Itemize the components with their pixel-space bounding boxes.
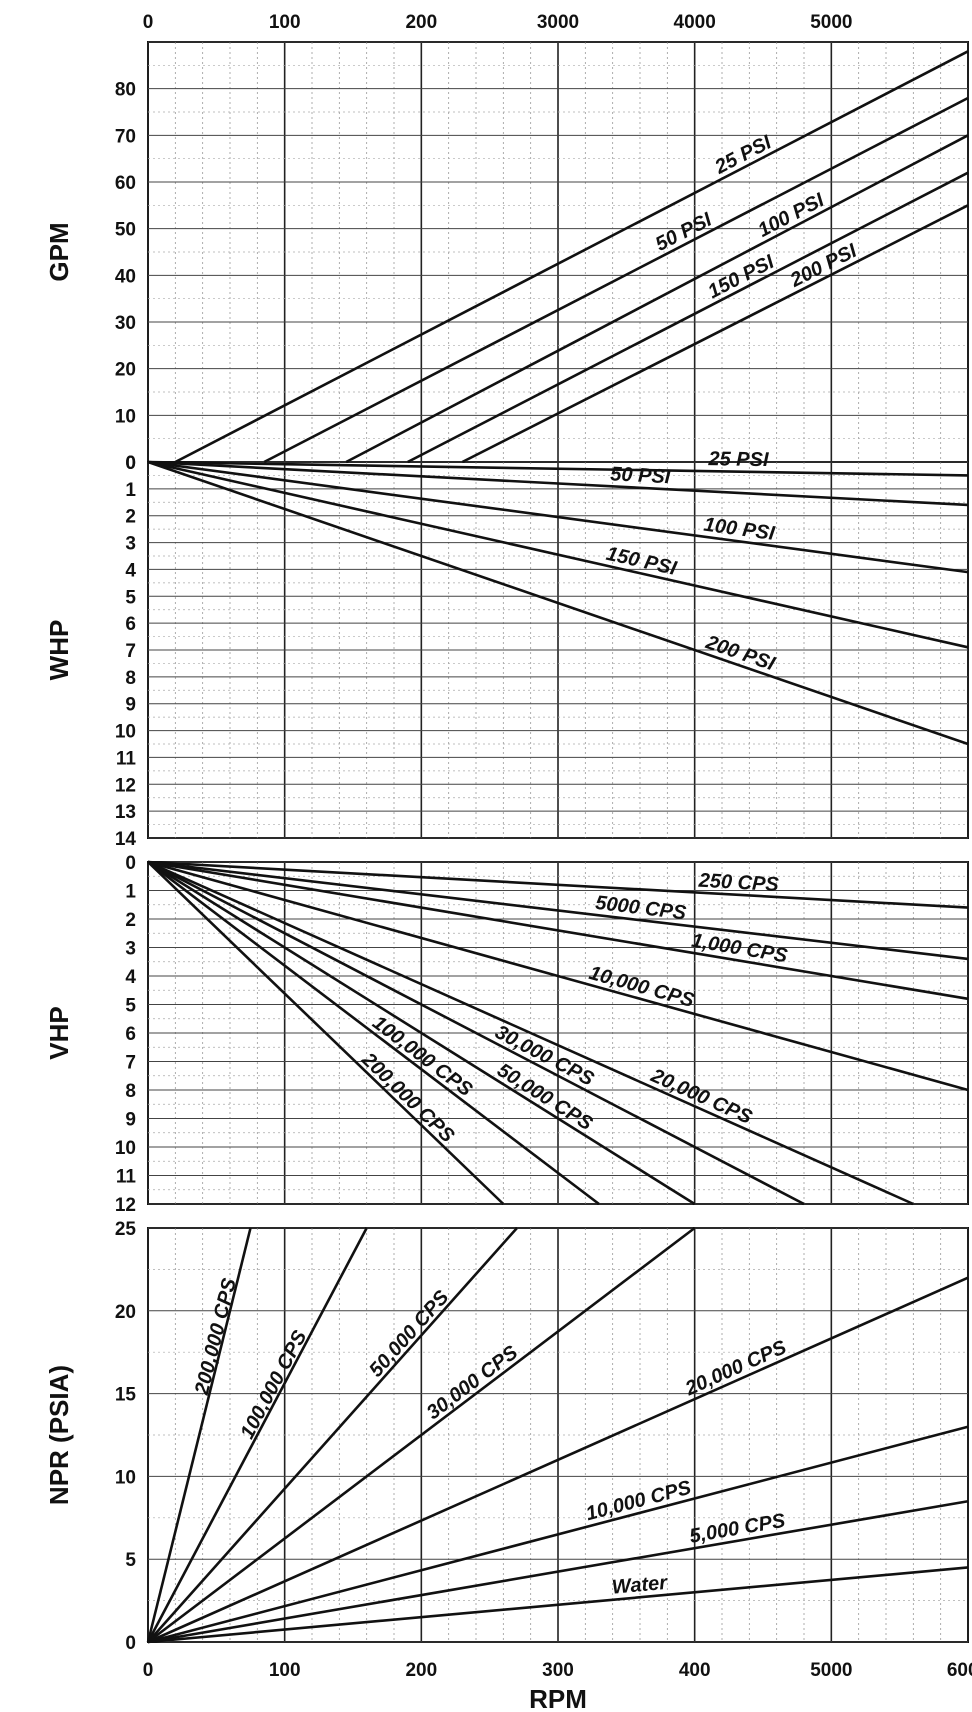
ytick-label-npr: 15 [115,1385,137,1406]
ytick-label-whp: 11 [116,748,137,769]
ytick-label-npr: 20 [115,1302,136,1323]
ytick-label-gpm: 0 [125,453,136,474]
ytick-label-vhp: 8 [125,1081,136,1102]
ytick-label-vhp: 6 [125,1024,136,1045]
ylabel-gpm: GPM [44,222,74,281]
curves-layer [146,50,969,1644]
series-line-npr-4 [147,1276,969,1644]
ytick-label-whp: 6 [125,614,136,635]
grid-layer [147,41,969,1643]
series-line-vhp-5 [147,860,805,1206]
series-line-whp-1 [147,460,969,507]
ytick-label-gpm: 10 [115,406,136,427]
ytick-label-vhp: 2 [125,910,136,931]
ytick-label-gpm: 80 [115,80,136,101]
ytick-label-whp: 14 [115,829,137,850]
series-line-whp-3 [147,460,969,649]
series-line-gpm-4 [461,204,969,464]
ytick-label-whp: 10 [115,722,136,743]
series-line-gpm-0 [174,50,969,464]
ytick-label-whp: 0 [125,453,136,474]
xtick-bottom-label: 0 [143,1660,154,1681]
ytick-label-whp: 12 [115,775,136,796]
ytick-label-npr: 25 [115,1219,137,1240]
ytick-label-gpm: 30 [115,313,136,334]
ytick-label-npr: 0 [125,1633,136,1654]
series-line-gpm-1 [263,96,969,464]
ytick-label-whp: 3 [125,534,136,555]
series-line-vhp-7 [147,860,600,1206]
series-line-vhp-6 [147,860,696,1206]
ytick-label-whp: 4 [125,560,136,581]
xtick-bottom-label: 200 [405,1660,437,1681]
series-line-vhp-4 [147,860,914,1206]
series-line-gpm-2 [345,134,969,464]
ytick-label-whp: 9 [125,695,136,716]
ytick-label-whp: 2 [125,507,136,528]
ytick-label-gpm: 50 [115,220,136,241]
ytick-label-npr: 10 [115,1467,136,1488]
xtick-bottom-label: 300 [542,1660,574,1681]
ytick-label-whp: 8 [125,668,136,689]
series-line-npr-7 [147,1566,969,1644]
series-label-npr-7: Water [611,1572,669,1599]
ytick-label-vhp: 3 [125,939,136,960]
xtick-bottom-label: 400 [679,1660,711,1681]
ytick-label-vhp: 1 [125,882,136,903]
ytick-label-vhp: 7 [125,1053,136,1074]
xtick-top-label: 0 [143,12,154,33]
series-label-vhp-0: 250 CPS [697,870,780,896]
series-line-npr-1 [146,1227,368,1643]
ytick-label-vhp: 5 [125,996,136,1017]
ytick-label-whp: 13 [115,802,136,823]
series-line-vhp-0 [147,860,969,909]
series-line-vhp-3 [147,860,969,1092]
series-line-npr-5 [147,1425,969,1644]
ytick-label-vhp: 11 [116,1167,137,1188]
ytick-label-vhp: 10 [115,1138,136,1159]
ytick-label-vhp: 4 [125,967,136,988]
series-line-vhp-1 [147,860,969,961]
ytick-label-whp: 7 [125,641,136,662]
series-line-npr-6 [147,1499,969,1644]
ylabel-npr: NPR (PSIA) [44,1365,74,1505]
ytick-label-vhp: 9 [125,1110,136,1131]
xtick-top-label: 4000 [674,12,716,33]
xtick-bottom-label: 5000 [810,1660,852,1681]
ytick-label-npr: 5 [125,1550,136,1571]
ytick-label-vhp: 0 [125,853,136,874]
ytick-label-gpm: 60 [115,173,136,194]
xtick-top-label: 5000 [810,12,852,33]
series-line-vhp-2 [147,860,969,1001]
ylabel-vhp: VHP [44,1006,74,1059]
xtick-top-label: 3000 [537,12,579,33]
xtick-top-label: 100 [269,12,301,33]
series-line-npr-2 [147,1227,518,1643]
ytick-label-gpm: 20 [115,360,136,381]
xtick-bottom-label: 6000 [947,1660,972,1681]
series-line-whp-0 [147,460,969,477]
series-line-whp-4 [147,460,969,746]
ylabel-whp: WHP [44,620,74,681]
series-line-vhp-8 [147,861,505,1205]
series-line-whp-2 [147,460,969,574]
xtick-top-label: 200 [405,12,437,33]
xtick-bottom-label: 100 [269,1660,301,1681]
ytick-label-vhp: 12 [115,1195,136,1216]
ytick-label-whp: 5 [125,587,136,608]
xlabel: RPM [529,1684,587,1712]
series-label-whp-0: 25 PSI [707,448,769,471]
ytick-label-whp: 1 [125,480,136,501]
series-line-npr-0 [146,1227,252,1643]
series-label-whp-1: 50 PSI [610,463,672,488]
series-line-npr-3 [147,1226,696,1644]
ytick-label-gpm: 40 [115,266,136,287]
ytick-label-gpm: 70 [115,126,136,147]
series-line-gpm-3 [407,171,969,464]
